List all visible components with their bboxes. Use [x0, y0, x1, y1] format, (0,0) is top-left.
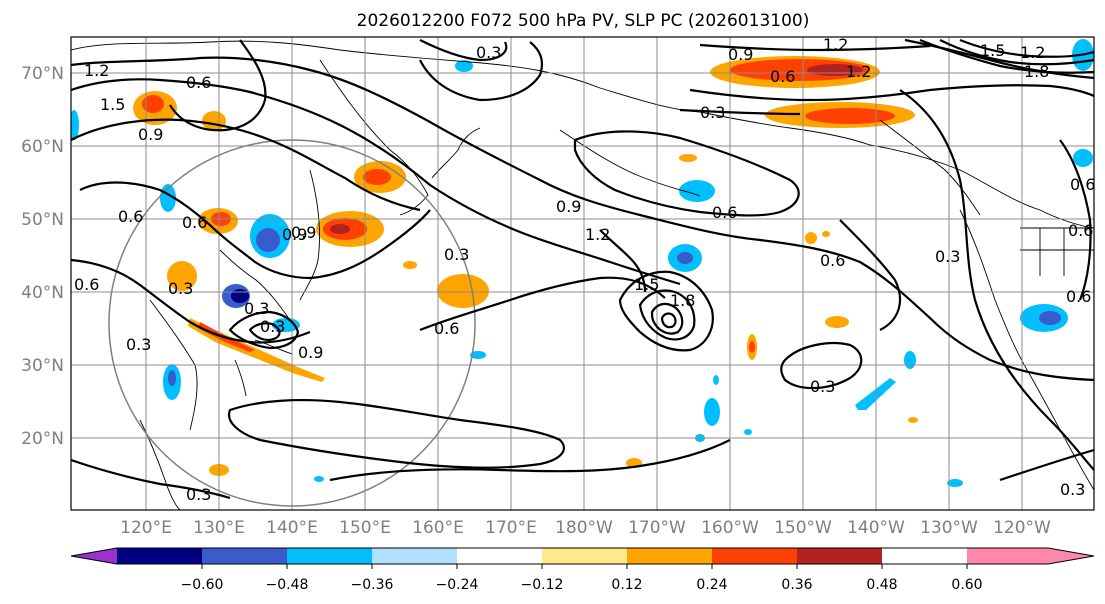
contour-label: 0.3	[244, 299, 269, 318]
lon-tick-label: 160°E	[412, 518, 464, 538]
colorbar-tick-label: −0.36	[351, 577, 394, 593]
colorbar-tick-label: −0.24	[436, 577, 479, 593]
longitude-labels: 120°E 130°E 140°E 150°E 160°E 170°E 180°…	[120, 518, 1051, 538]
contour-label: 0.6	[434, 319, 459, 338]
lon-tick-label: 130°E	[193, 518, 245, 538]
contour-labels: 0.3 1.2 1.2 0.9 0.6 1.5 0.9 0.6 0.3 1.2 …	[74, 35, 1095, 504]
contour-label: 0.3	[1060, 480, 1085, 499]
colorbar: −0.60 −0.48 −0.36 −0.24 −0.12 0.12 0.24 …	[70, 547, 1095, 593]
contour-label: 1.2	[1020, 43, 1045, 62]
contour-label: 0.6	[118, 207, 143, 226]
lat-tick-label: 60°N	[21, 137, 64, 157]
lon-tick-label: 120°E	[120, 518, 172, 538]
contour-label: 0.3	[186, 485, 211, 504]
contour-label: 0.3	[260, 317, 285, 336]
colorbar-segment	[457, 548, 542, 564]
contour-label: 0.3	[476, 43, 501, 62]
contour-label: 0.6	[770, 67, 795, 86]
contour-label: 0.3	[810, 377, 835, 396]
contour-label: 0.3	[126, 335, 151, 354]
colorbar-segment	[627, 548, 712, 564]
colorbar-tick-label: 0.48	[866, 577, 897, 593]
contour-label: 1.8	[670, 291, 695, 310]
map-title: 2026012200 F072 500 hPa PV, SLP PC (2026…	[357, 11, 810, 31]
lat-tick-label: 50°N	[21, 210, 64, 230]
reference-circle	[108, 139, 476, 507]
contour-label: 0.6	[712, 203, 737, 222]
colorbar-segment	[372, 548, 457, 564]
lat-tick-label: 70°N	[21, 64, 64, 84]
lon-tick-label: 140°E	[266, 518, 318, 538]
contour-label: 0.9	[282, 225, 307, 244]
latitude-labels: 70°N 60°N 50°N 40°N 30°N 20°N	[21, 64, 64, 449]
lon-tick-label: 120°W	[993, 518, 1051, 538]
contour-label: 0.6	[1066, 287, 1091, 306]
contour-label: 1.2	[84, 61, 109, 80]
contour-label: 0.6	[74, 275, 99, 294]
colorbar-tick-label: 0.12	[611, 577, 642, 593]
contour-label: 0.6	[1068, 221, 1093, 240]
colorbar-segment	[287, 548, 372, 564]
colorbar-segment	[202, 548, 287, 564]
colorbar-min-extend	[71, 548, 117, 564]
lon-tick-label: 170°E	[485, 518, 537, 538]
contour-label: 0.9	[556, 197, 581, 216]
lon-tick-label: 150°W	[774, 518, 832, 538]
lat-tick-label: 20°N	[21, 429, 64, 449]
colorbar-segment	[542, 548, 627, 564]
lon-tick-label: 180°W	[555, 518, 613, 538]
contour-label: 0.9	[138, 125, 163, 144]
lon-tick-label: 160°W	[701, 518, 759, 538]
contour-label: 1.2	[846, 62, 871, 81]
contour-label: 1.2	[823, 35, 848, 54]
colorbar-tick-label: 0.24	[696, 577, 727, 593]
contour-label: 1.5	[980, 41, 1005, 60]
colorbar-tick-label: −0.48	[266, 577, 309, 593]
contour-label: 0.3	[700, 103, 725, 122]
pv-contours	[71, 38, 1094, 500]
contour-label: 0.9	[291, 223, 316, 242]
lon-tick-label: 170°W	[628, 518, 686, 538]
lon-tick-label: 140°W	[847, 518, 905, 538]
contour-label: 0.9	[728, 45, 753, 64]
lat-tick-label: 40°N	[21, 283, 64, 303]
contour-label: 0.6	[182, 213, 207, 232]
colorbar-segment	[712, 548, 797, 564]
contour-label: 1.2	[585, 225, 610, 244]
colorbar-tick-label: −0.12	[521, 577, 564, 593]
colorbar-segment	[117, 548, 202, 564]
contour-label: 1.5	[100, 95, 125, 114]
contour-label: 0.6	[186, 73, 211, 92]
contour-label: 0.9	[298, 343, 323, 362]
contour-label: 0.3	[444, 245, 469, 264]
map-panel: 0.3 1.2 1.2 0.9 0.6 1.5 0.9 0.6 0.3 1.2 …	[70, 35, 1095, 511]
contour-label: 0.3	[935, 247, 960, 266]
contour-label: 0.6	[1070, 175, 1095, 194]
colorbar-tick-label: 0.36	[781, 577, 812, 593]
lon-tick-label: 130°W	[920, 518, 978, 538]
colorbar-tick-label: 0.60	[951, 577, 982, 593]
lon-tick-label: 150°E	[339, 518, 391, 538]
contour-label: 1.5	[634, 275, 659, 294]
colorbar-tick-label: −0.60	[181, 577, 224, 593]
contour-label: 1.8	[1024, 62, 1049, 81]
colorbar-segment	[797, 548, 882, 564]
colorbar-max-extend	[967, 548, 1094, 564]
contour-label: 0.6	[820, 251, 845, 270]
colorbar-ticks	[201, 564, 968, 569]
coastlines	[71, 40, 1094, 510]
contour-label: 0.3	[168, 279, 193, 298]
lat-tick-label: 30°N	[21, 356, 64, 376]
